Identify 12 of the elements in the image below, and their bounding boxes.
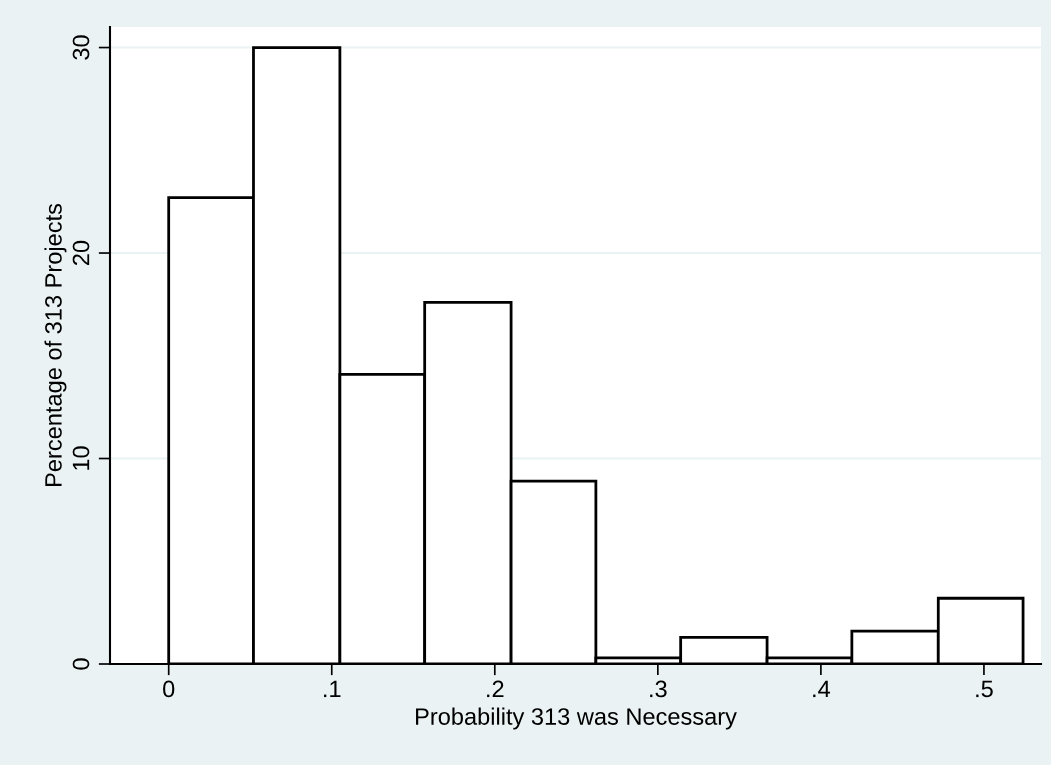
x-tick-label: .5 — [976, 680, 993, 698]
x-tick-label: .3 — [650, 680, 667, 698]
y-tick-label: 0 — [72, 658, 90, 670]
y-tick-label: 30 — [72, 35, 90, 60]
x-tick-label: 0 — [163, 680, 175, 698]
y-axis-title: Percentage of 313 Projects — [44, 203, 67, 486]
y-tick-label: 20 — [72, 240, 90, 265]
x-tick-label: .1 — [324, 680, 341, 698]
x-axis-title: Probability 313 was Necessary — [416, 707, 737, 730]
x-tick-label: .2 — [487, 680, 504, 698]
y-tick-label: 10 — [72, 446, 90, 470]
x-tick-label: .4 — [813, 680, 831, 698]
